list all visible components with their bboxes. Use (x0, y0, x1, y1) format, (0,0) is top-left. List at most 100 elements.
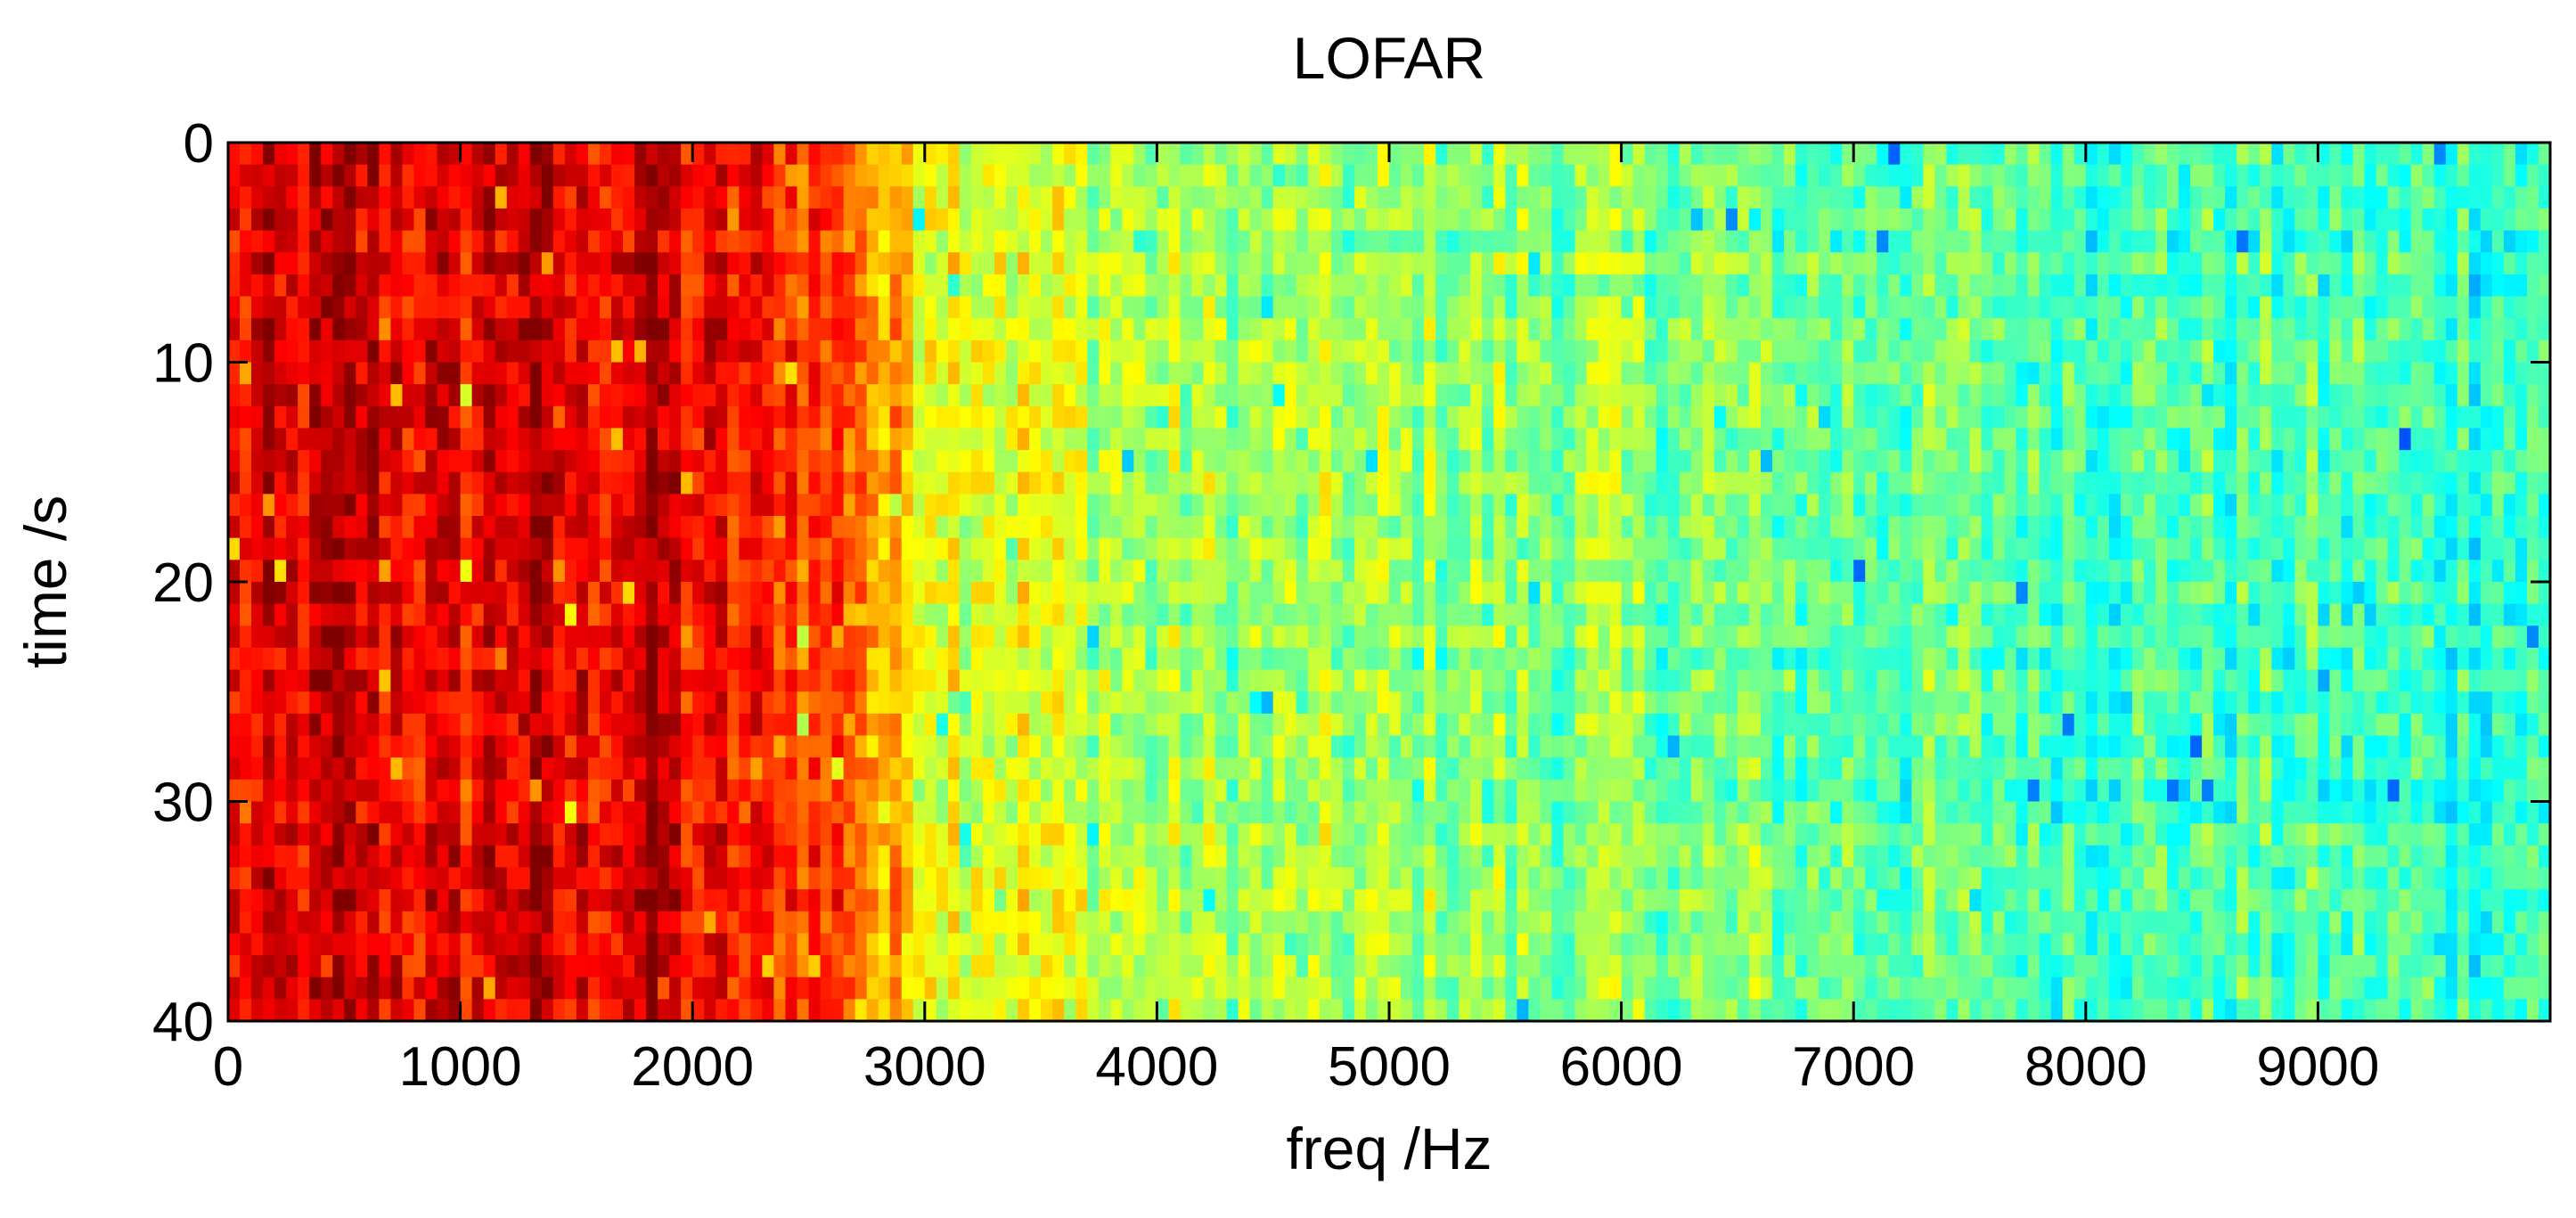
heatmap-cell (1819, 252, 1831, 275)
heatmap-cell (1505, 494, 1517, 517)
heatmap-cell (1459, 186, 1471, 209)
heatmap-cell (2143, 164, 2156, 187)
heatmap-cell (1713, 669, 1727, 692)
heatmap-cell (1493, 274, 1506, 298)
heatmap-cell (1447, 582, 1460, 605)
heatmap-cell (1435, 582, 1448, 605)
heatmap-cell (2376, 318, 2389, 341)
heatmap-cell (309, 582, 322, 605)
heatmap-cell (2260, 143, 2272, 166)
heatmap-cell (1946, 362, 1959, 385)
heatmap-cell (2410, 164, 2424, 187)
heatmap-cell (1133, 296, 1146, 319)
heatmap-cell (1725, 582, 1738, 605)
heatmap-cell (2376, 669, 2389, 692)
heatmap-cell (529, 186, 543, 209)
heatmap-cell (1679, 208, 1692, 232)
heatmap-cell (1180, 450, 1193, 473)
heatmap-cell (1551, 318, 1565, 341)
heatmap-cell (1748, 560, 1762, 583)
heatmap-cell (2329, 647, 2343, 671)
heatmap-cell (959, 230, 972, 253)
heatmap-cell (2515, 384, 2528, 407)
heatmap-cell (797, 384, 810, 407)
heatmap-cell (390, 143, 404, 166)
heatmap-cell (1656, 647, 1669, 671)
heatmap-cell (1969, 669, 1983, 692)
heatmap-cell (495, 143, 508, 166)
heatmap-cell (1900, 582, 1912, 605)
heatmap-cell (878, 384, 891, 407)
heatmap-cell (2062, 230, 2075, 253)
heatmap-cell (1272, 384, 1286, 407)
heatmap-cell (1226, 164, 1239, 187)
heatmap-cell (2503, 669, 2516, 692)
heatmap-cell (2526, 296, 2539, 319)
heatmap-cell (2108, 339, 2122, 364)
heatmap-cell (681, 471, 693, 495)
heatmap-cell (1191, 494, 1205, 517)
heatmap-cell (1702, 405, 1715, 429)
heatmap-cell (2503, 384, 2516, 407)
heatmap-cell (1667, 252, 1681, 275)
heatmap-cell (309, 274, 322, 298)
heatmap-cell (541, 274, 554, 298)
heatmap-cell (1029, 450, 1042, 473)
heatmap-cell (1064, 143, 1076, 166)
heatmap-cell (1157, 230, 1170, 253)
heatmap-cell (1563, 537, 1576, 560)
heatmap-cell (425, 560, 438, 583)
heatmap-cell (1586, 208, 1599, 232)
heatmap-cell (1795, 274, 1808, 298)
heatmap-cell (564, 186, 577, 209)
heatmap-cell (1018, 625, 1030, 649)
heatmap-cell (843, 230, 856, 253)
heatmap-cell (959, 537, 972, 560)
heatmap-cell (2376, 186, 2389, 209)
heatmap-cell (2097, 230, 2110, 253)
heatmap-cell (1842, 208, 1854, 232)
heatmap-cell (1307, 450, 1321, 473)
heatmap-cell (2050, 252, 2064, 275)
heatmap-cell (2248, 516, 2261, 539)
heatmap-cell (1168, 450, 1182, 473)
heatmap-cell (889, 494, 903, 517)
heatmap-cell (2260, 516, 2272, 539)
heatmap-cell (692, 669, 705, 692)
heatmap-cell (1353, 252, 1367, 275)
heatmap-cell (2283, 560, 2295, 583)
heatmap-cell (623, 625, 635, 649)
heatmap-cell (1992, 230, 2006, 253)
heatmap-cell (437, 384, 450, 407)
heatmap-cell (390, 339, 404, 364)
heatmap-cell (1760, 471, 1773, 495)
heatmap-cell (1435, 669, 1448, 692)
heatmap-cell (2318, 384, 2331, 407)
heatmap-cell (1888, 296, 1901, 319)
heatmap-cell (1551, 560, 1565, 583)
heatmap-cell (1911, 339, 1924, 364)
heatmap-cell (552, 274, 566, 298)
heatmap-cell (1470, 362, 1483, 385)
heatmap-cell (425, 516, 438, 539)
heatmap-cell (1725, 143, 1738, 166)
heatmap-cell (1609, 582, 1623, 605)
heatmap-cell (2491, 274, 2505, 298)
heatmap-cell (1214, 230, 1228, 253)
heatmap-cell (1168, 362, 1182, 385)
heatmap-cell (1191, 296, 1205, 319)
heatmap-cell (2422, 405, 2435, 429)
heatmap-cell (402, 560, 415, 583)
heatmap-cell (2283, 494, 2295, 517)
heatmap-cell (1307, 143, 1321, 166)
heatmap-cell (947, 208, 961, 232)
heatmap-cell (970, 669, 984, 692)
heatmap-cell (1656, 318, 1669, 341)
heatmap-cell (1041, 318, 1053, 341)
heatmap-cell (1819, 428, 1831, 451)
heatmap-cell (495, 471, 508, 495)
heatmap-cell (2422, 164, 2435, 187)
heatmap-cell (1168, 208, 1182, 232)
heatmap-cell (587, 428, 601, 451)
heatmap-cell (1865, 647, 1877, 671)
